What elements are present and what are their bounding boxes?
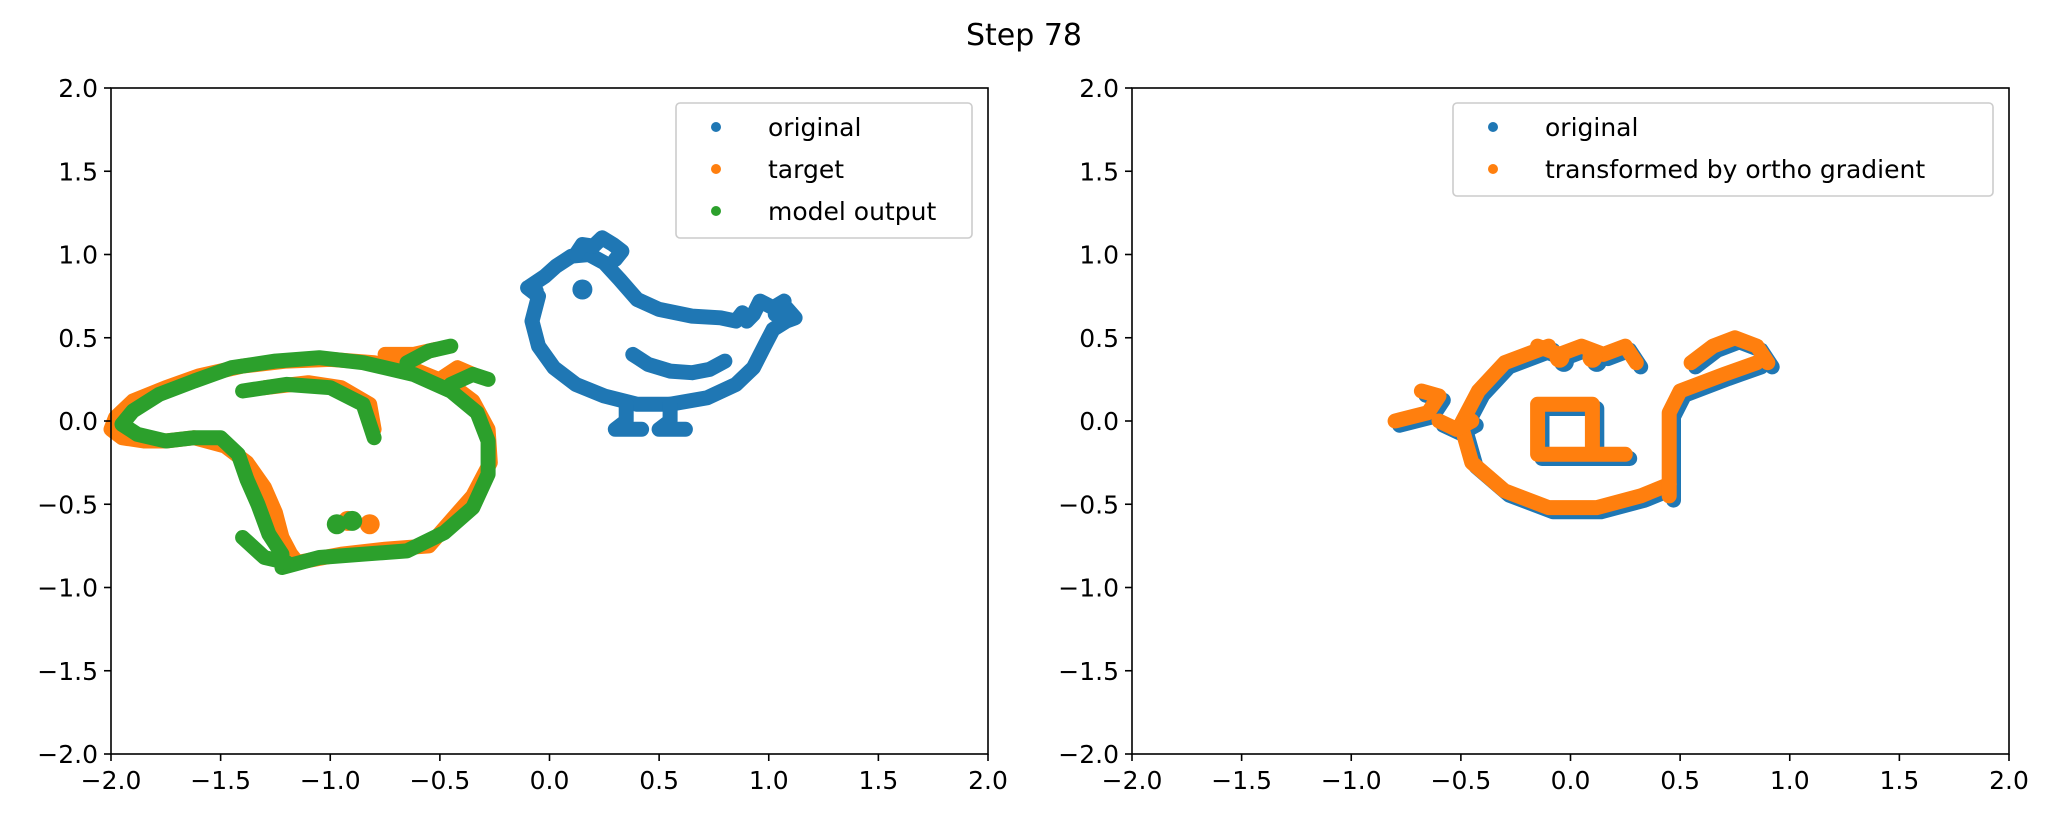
x-tick-label: −1.0: [300, 766, 361, 795]
x-tick-label: −2.0: [81, 766, 142, 795]
y-tick-label: −1.0: [37, 574, 98, 603]
series-3-stroke: [235, 530, 294, 570]
series-1-stroke: [568, 230, 630, 267]
legend-marker: [1488, 164, 1498, 174]
legend-label: transformed by ortho gradient: [1545, 155, 1925, 184]
y-tick-label: −1.5: [1058, 657, 1119, 686]
x-tick-label: −2.0: [1102, 766, 1163, 795]
series-1: [520, 230, 803, 437]
legend-marker: [711, 206, 721, 216]
series-2-stroke: [1683, 330, 1776, 371]
x-tick-label: −0.5: [410, 766, 471, 795]
legend-marker: [711, 164, 721, 174]
x-tick-label: −0.5: [1431, 766, 1492, 795]
series-2-stroke: [1453, 338, 1677, 516]
y-tick-label: 0.0: [58, 407, 98, 436]
legend-marker: [711, 122, 721, 132]
series-1-point: [572, 279, 593, 300]
series-3: [114, 338, 496, 575]
x-tick-label: 0.0: [1551, 766, 1591, 795]
legend-marker: [1488, 122, 1498, 132]
x-tick-label: −1.5: [190, 766, 251, 795]
y-tick-label: 1.0: [1079, 241, 1119, 270]
series-2-point: [359, 514, 380, 535]
y-tick-label: 0.5: [58, 324, 98, 353]
legend-box: [675, 102, 973, 239]
series-2-stroke: [1431, 413, 1480, 437]
series-2-stroke: [1661, 355, 1765, 504]
y-tick-label: 1.0: [58, 241, 98, 270]
series-2-point: [1549, 347, 1570, 368]
y-tick-label: 0.5: [1079, 324, 1119, 353]
series-1-stroke: [607, 396, 650, 437]
x-tick-label: −1.0: [1321, 766, 1382, 795]
x-tick-label: 1.0: [1770, 766, 1810, 795]
y-tick-label: −2.0: [37, 740, 98, 769]
legend-label: target: [768, 155, 844, 184]
series-3-point: [342, 510, 363, 531]
y-tick-label: 1.5: [58, 157, 98, 186]
series-3-stroke: [235, 376, 382, 446]
series-2-stroke: [1387, 383, 1447, 429]
x-tick-label: 1.0: [749, 766, 789, 795]
legend: original target model output: [675, 102, 973, 239]
series-2-point: [1582, 347, 1603, 368]
y-tick-label: −2.0: [1058, 740, 1119, 769]
x-tick-label: 2.0: [1989, 766, 2029, 795]
x-tick-label: −1.5: [1211, 766, 1272, 795]
figure-title: Step 78: [966, 18, 1082, 53]
plot-area: [103, 230, 803, 575]
y-tick-label: 2.0: [58, 74, 98, 103]
x-tick-label: 0.5: [1660, 766, 1700, 795]
y-tick-label: −1.5: [37, 657, 98, 686]
series-3-stroke: [399, 338, 459, 371]
plot-area: [1387, 330, 1780, 520]
series-3-point: [326, 514, 347, 535]
y-tick-label: −1.0: [1058, 574, 1119, 603]
series-2: [1387, 330, 1776, 516]
series-3-stroke: [443, 366, 496, 392]
x-tick-label: 0.0: [530, 766, 570, 795]
x-tick-label: 0.5: [639, 766, 679, 795]
legend: original transformed by ortho gradient: [1452, 102, 1994, 197]
series-1-stroke: [625, 346, 733, 381]
chart-left: −2.0 −1.5 −1.0 −0.5 0.0 0.5 1.0 1.5 2.0 2.0 1.5 1.0…: [37, 74, 1008, 795]
chart-right: −2.0 −1.5 −1.0 −0.5 0.0 0.5 1.0 1.5 2.0 2.0 1.5 1.0…: [1058, 74, 2029, 795]
legend-label: original: [1545, 113, 1638, 142]
series-1-stroke: [651, 396, 693, 437]
y-tick-label: 2.0: [1079, 74, 1119, 103]
series-2-stroke: [1530, 396, 1633, 462]
y-tick-label: −0.5: [1058, 490, 1119, 519]
y-tick-label: −0.5: [37, 490, 98, 519]
series-3-stroke: [114, 350, 496, 575]
y-tick-label: 1.5: [1079, 157, 1119, 186]
x-tick-label: 1.5: [1879, 766, 1919, 795]
x-tick-label: 2.0: [968, 766, 1008, 795]
x-tick-label: 1.5: [858, 766, 898, 795]
legend-label: model output: [768, 197, 936, 226]
y-tick-label: 0.0: [1079, 407, 1119, 436]
series-1-stroke: [520, 247, 803, 412]
legend-box: [1452, 102, 1994, 197]
legend-label: original: [768, 113, 861, 142]
